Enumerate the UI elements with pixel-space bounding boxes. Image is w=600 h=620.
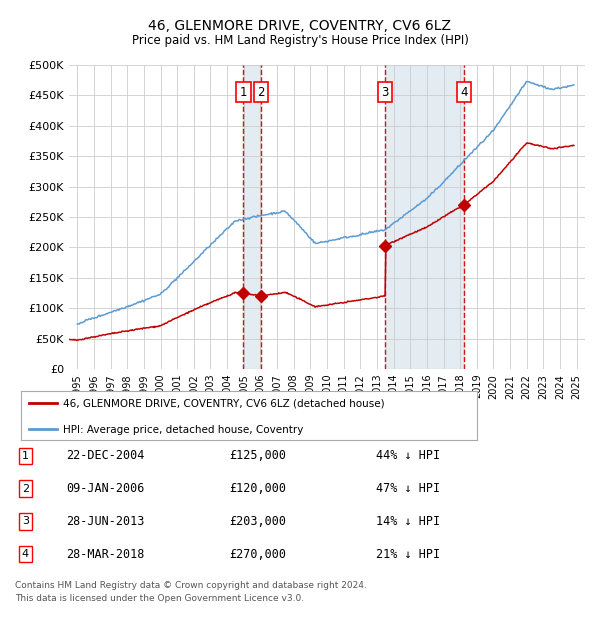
Text: 1: 1	[239, 86, 247, 99]
Text: 14% ↓ HPI: 14% ↓ HPI	[376, 515, 440, 528]
Text: 22-DEC-2004: 22-DEC-2004	[66, 450, 144, 462]
Text: 28-JUN-2013: 28-JUN-2013	[66, 515, 144, 528]
Text: £270,000: £270,000	[229, 548, 287, 560]
Text: 2: 2	[22, 484, 29, 494]
Text: 1: 1	[22, 451, 29, 461]
Text: 3: 3	[22, 516, 29, 526]
Text: 3: 3	[382, 86, 389, 99]
Text: 44% ↓ HPI: 44% ↓ HPI	[376, 450, 440, 462]
Text: £203,000: £203,000	[229, 515, 287, 528]
Text: 2: 2	[257, 86, 265, 99]
Text: 4: 4	[22, 549, 29, 559]
Text: 21% ↓ HPI: 21% ↓ HPI	[376, 548, 440, 560]
Text: 47% ↓ HPI: 47% ↓ HPI	[376, 482, 440, 495]
Text: 4: 4	[460, 86, 468, 99]
Text: This data is licensed under the Open Government Licence v3.0.: This data is licensed under the Open Gov…	[15, 593, 304, 603]
Text: 09-JAN-2006: 09-JAN-2006	[66, 482, 144, 495]
Text: 46, GLENMORE DRIVE, COVENTRY, CV6 6LZ: 46, GLENMORE DRIVE, COVENTRY, CV6 6LZ	[149, 19, 452, 33]
Text: HPI: Average price, detached house, Coventry: HPI: Average price, detached house, Cove…	[64, 425, 304, 435]
Bar	[385, 65, 464, 369]
Text: 46, GLENMORE DRIVE, COVENTRY, CV6 6LZ (detached house): 46, GLENMORE DRIVE, COVENTRY, CV6 6LZ (d…	[64, 399, 385, 409]
Text: Price paid vs. HM Land Registry's House Price Index (HPI): Price paid vs. HM Land Registry's House …	[131, 34, 469, 47]
Text: Contains HM Land Registry data © Crown copyright and database right 2024.: Contains HM Land Registry data © Crown c…	[15, 581, 367, 590]
Text: £125,000: £125,000	[229, 450, 287, 462]
Text: 28-MAR-2018: 28-MAR-2018	[66, 548, 144, 560]
Bar	[243, 65, 261, 369]
Text: £120,000: £120,000	[229, 482, 287, 495]
